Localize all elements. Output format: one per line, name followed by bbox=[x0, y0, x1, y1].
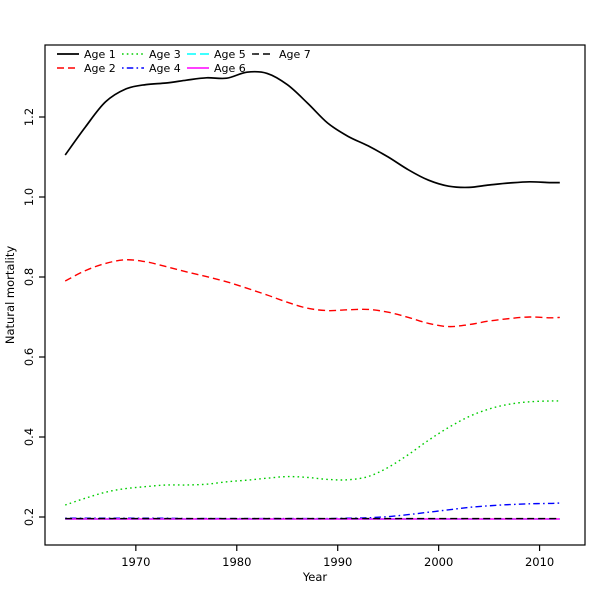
y-tick-label: 0.8 bbox=[22, 268, 36, 286]
y-tick-label: 0.2 bbox=[22, 508, 36, 526]
legend-label: Age 6 bbox=[214, 62, 246, 75]
y-tick-label: 1.2 bbox=[22, 108, 36, 126]
legend-label: Age 5 bbox=[214, 48, 246, 61]
x-tick-label: 2000 bbox=[424, 555, 453, 569]
legend-label: Age 2 bbox=[84, 62, 116, 75]
y-axis-title: Natural mortality bbox=[3, 246, 17, 344]
legend-label: Age 4 bbox=[149, 62, 181, 75]
x-tick-label: 1970 bbox=[121, 555, 150, 569]
y-axis: 0.2 0.4 0.6 0.8 1.0 1.2 Natural mortality bbox=[3, 108, 45, 526]
legend-label: Age 3 bbox=[149, 48, 181, 61]
legend-label: Age 1 bbox=[84, 48, 116, 61]
y-tick-label: 0.6 bbox=[22, 348, 36, 366]
plot-box bbox=[44, 44, 586, 546]
y-tick-label: 0.4 bbox=[22, 428, 36, 446]
x-axis: 1970 1980 1990 2000 2010 Year bbox=[121, 545, 554, 584]
series-line-age-3 bbox=[64, 400, 560, 506]
series-lines bbox=[64, 70, 560, 520]
x-tick-label: 2010 bbox=[525, 555, 554, 569]
y-tick-label: 1.0 bbox=[22, 188, 36, 206]
legend-label: Age 7 bbox=[279, 48, 311, 61]
series-line-age-2 bbox=[64, 259, 560, 328]
x-tick-label: 1980 bbox=[222, 555, 251, 569]
series-line-age-4 bbox=[65, 502, 560, 520]
x-axis-title: Year bbox=[302, 570, 328, 584]
x-tick-label: 1990 bbox=[323, 555, 352, 569]
series-line-age-1 bbox=[64, 70, 560, 189]
